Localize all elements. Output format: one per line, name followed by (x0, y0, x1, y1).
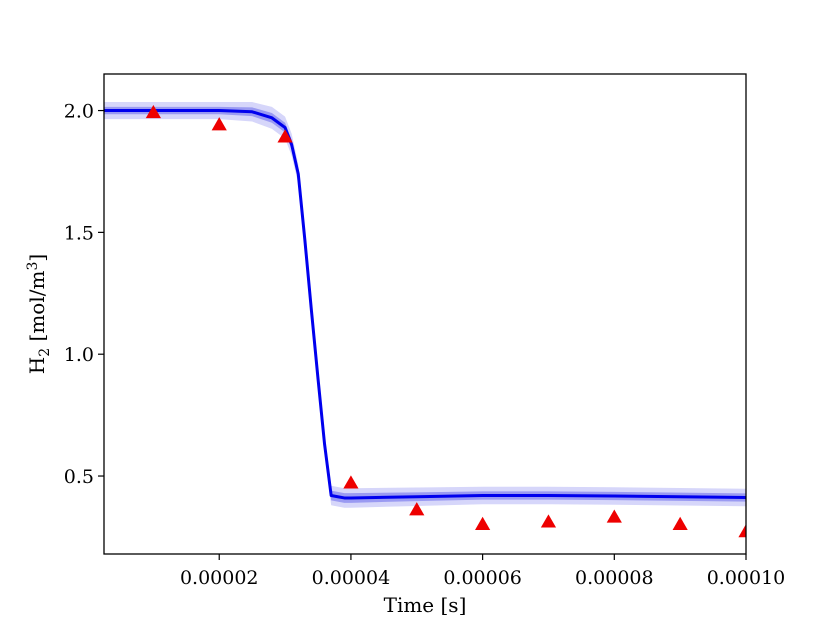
y-tick-label: 2.0 (64, 101, 94, 123)
triangle-marker (672, 516, 688, 530)
y-tick-label: 1.5 (64, 222, 94, 244)
triangle-marker (738, 524, 746, 538)
x-tick-label: 0.00002 (180, 567, 259, 589)
x-axis-ticks: 0.00002 0.00004 0.00006 0.00008 0.00010 (180, 554, 785, 589)
y-axis-label-unit-pre: [mol/m (25, 271, 49, 348)
y-axis-label: H2 [mol/m3] (25, 254, 53, 374)
triangle-marker (409, 502, 425, 516)
data-markers (145, 104, 746, 538)
triangle-marker (606, 509, 622, 523)
uncertainty-bands (104, 102, 746, 508)
y-tick-label: 0.5 (64, 466, 94, 488)
y-axis-label-unit-post: ] (25, 254, 49, 262)
x-tick-label: 0.00010 (707, 567, 786, 589)
triangle-marker (277, 129, 293, 143)
triangle-marker (145, 104, 161, 119)
uncertainty-band-outer (104, 102, 746, 508)
triangle-marker (540, 514, 557, 528)
triangle-marker (343, 475, 359, 489)
y-axis-label-unit-sup: 3 (25, 262, 41, 271)
uncertainty-band-inner (104, 106, 746, 503)
x-axis-label: Time [s] (384, 593, 467, 617)
triangle-marker (475, 516, 491, 530)
series-line (104, 109, 746, 500)
y-axis-ticks: 0.5 1.0 1.5 2.0 (64, 101, 104, 488)
y-tick-label: 1.0 (64, 344, 94, 366)
series-lines (104, 109, 746, 500)
x-tick-label: 0.00006 (443, 567, 522, 589)
y-axis-label-base: H (25, 357, 49, 374)
triangle-marker (211, 117, 227, 131)
plot-frame (103, 73, 747, 555)
x-tick-label: 0.00004 (312, 567, 391, 589)
y-axis-label-sub: 2 (37, 348, 53, 357)
x-tick-label: 0.00008 (575, 567, 654, 589)
